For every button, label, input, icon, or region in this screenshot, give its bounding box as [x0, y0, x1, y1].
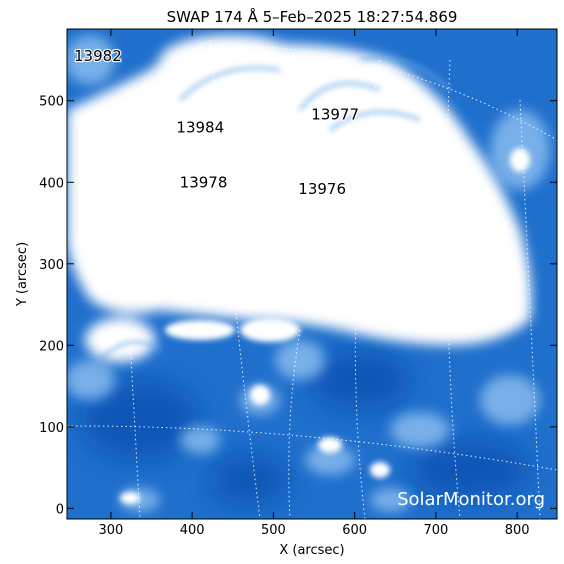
x-tick-label: 700 — [424, 523, 449, 538]
solar-image — [67, 29, 557, 519]
watermark: SolarMonitor.org — [397, 489, 545, 510]
image-title: SWAP 174 Å 5–Feb–2025 18:27:54.869 — [167, 7, 458, 26]
active-region-label: 13982 — [74, 47, 122, 65]
x-tick-label: 400 — [180, 523, 205, 538]
plot-frame — [66, 28, 558, 520]
y-tick-label: 400 — [39, 176, 64, 191]
y-axis-ticks: 0 100 200 300 400 500 — [39, 95, 557, 517]
active-region-label: 13977 — [311, 106, 359, 124]
active-region-labels: 13982 13984 13977 13978 13976 — [73, 46, 360, 199]
x-tick-label: 600 — [342, 523, 367, 538]
active-region-label: 13976 — [298, 180, 346, 198]
active-region-label: 13984 — [176, 119, 224, 137]
y-tick-label: 200 — [39, 339, 64, 354]
y-tick-label: 100 — [39, 421, 64, 436]
x-tick-label: 300 — [98, 523, 123, 538]
y-tick-label: 0 — [56, 502, 64, 517]
x-axis-ticks: 300 400 500 600 700 800 — [98, 29, 530, 538]
y-tick-label: 300 — [39, 258, 64, 273]
x-axis-label: X (arcsec) — [279, 543, 344, 558]
y-axis-label: Y (arcsec) — [15, 242, 30, 307]
y-tick-label: 500 — [39, 95, 64, 110]
x-tick-label: 500 — [261, 523, 286, 538]
x-tick-label: 800 — [505, 523, 530, 538]
active-region-label: 13978 — [180, 173, 228, 191]
